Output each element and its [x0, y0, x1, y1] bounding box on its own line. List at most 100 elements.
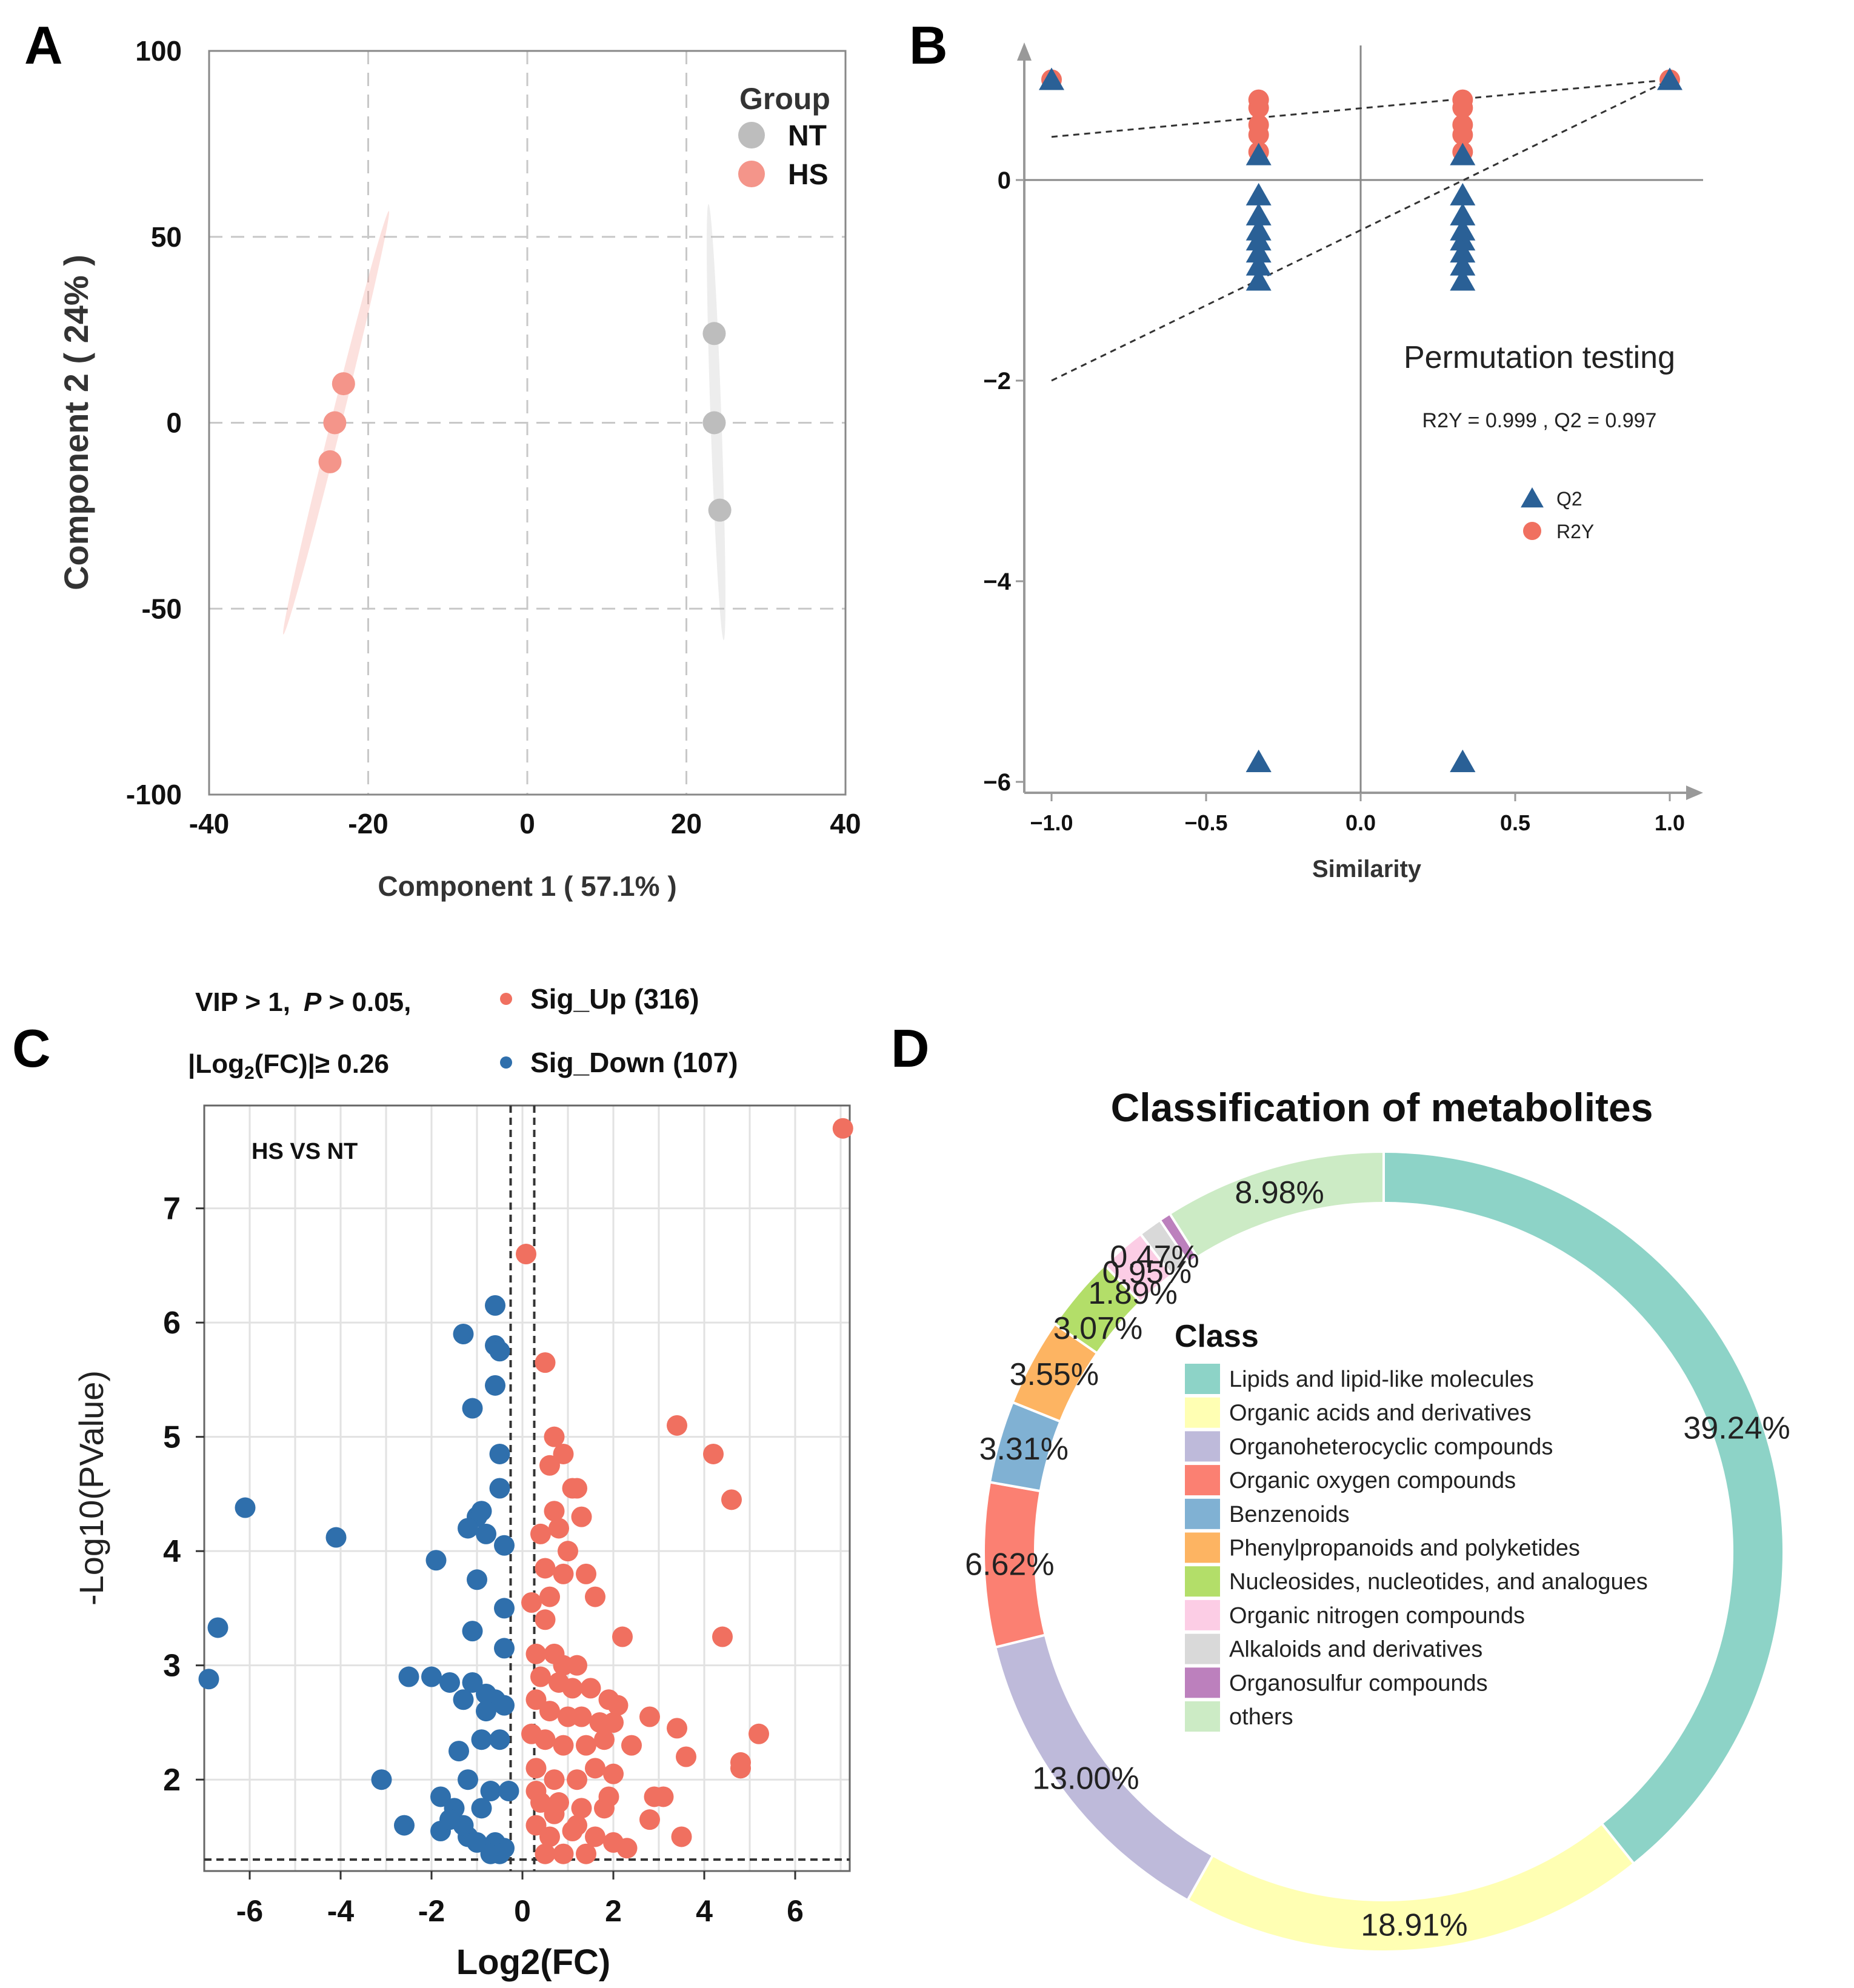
- panel-c-point-down: [489, 1843, 510, 1864]
- panel-d-value-label-8: 1.89%: [1088, 1276, 1177, 1311]
- panel-c-point-up: [553, 1443, 574, 1464]
- panel-c-point-up: [576, 1735, 596, 1756]
- panel-b-point-q2: [1245, 142, 1272, 165]
- panel-d-value-label-2: 18.91%: [1361, 1907, 1467, 1943]
- panel-b-x-axis-title: Similarity: [1312, 856, 1422, 882]
- panel-c-point-up: [576, 1563, 596, 1584]
- panel-a-point-nt: [708, 498, 732, 522]
- panel-c-point-up: [612, 1626, 633, 1647]
- panel-a-x-tick: -40: [189, 808, 229, 839]
- panel-c-point-up: [516, 1244, 536, 1265]
- panel-d-legend-swatch-5: [1185, 1498, 1220, 1529]
- panel-c-x-tick: -2: [418, 1894, 445, 1928]
- panel-d-value-label-10: 0.47%: [1110, 1239, 1199, 1275]
- panel-c-point-up: [603, 1763, 624, 1784]
- panel-c-point-up: [544, 1769, 565, 1790]
- panel-c-point-up: [544, 1803, 565, 1824]
- panel-d-legend-swatch-10: [1185, 1667, 1220, 1698]
- panel-b-point-q2: [1245, 253, 1272, 276]
- panel-a-y-axis-title: Component 2 ( 24% ): [57, 255, 95, 590]
- panel-a-points: [318, 322, 732, 522]
- panel-c-point-down: [398, 1666, 419, 1687]
- panel-c-point-down: [462, 1398, 483, 1419]
- panel-c-point-down: [439, 1809, 460, 1830]
- panel-c-point-up: [667, 1415, 687, 1436]
- panel-b-point-q2: [1450, 228, 1476, 251]
- panel-c-point-up: [539, 1455, 560, 1476]
- panel-c-point-up: [603, 1712, 624, 1733]
- panel-a-tick-labels: -40 -20 0 20 40 100 50 0 -50 -100: [126, 35, 861, 839]
- panel-b-regression-lines: [1051, 79, 1670, 382]
- panel-d-value-label-9: 0.95%: [1102, 1255, 1192, 1290]
- panel-c-point-up: [525, 1815, 547, 1836]
- panel-d-slice-1: [1382, 1150, 1786, 1866]
- panel-label-a: A: [24, 15, 63, 75]
- panel-d-legend-swatch-2: [1185, 1397, 1220, 1428]
- panel-c-legend-label-up: Sig_Up (316): [530, 983, 699, 1015]
- panel-b-point-q2: [1450, 253, 1476, 276]
- panel-b-point-q2: [1450, 142, 1476, 165]
- panel-d-value-label-5: 3.31%: [979, 1432, 1069, 1467]
- panel-c-x-axis-title: Log2(FC): [456, 1943, 611, 1982]
- panel-c-legend-label-down: Sig_Down (107): [530, 1047, 738, 1078]
- panel-a-y-tick: 100: [135, 35, 182, 67]
- panel-c-point-up: [553, 1735, 574, 1756]
- panel-c-point-up: [535, 1843, 556, 1864]
- panel-b-y-tick: −2: [983, 368, 1011, 395]
- panel-a-pca-plot: -40 -20 0 20 40 100 50 0 -50 -100 Component 1 ( 5…: [57, 35, 861, 902]
- panel-b-point-r2y: [1248, 97, 1269, 118]
- panel-a-y-tick: 0: [166, 407, 182, 439]
- panel-c-point-up: [576, 1843, 596, 1864]
- panel-c-point-up: [553, 1563, 574, 1584]
- panel-c-point-down: [489, 1478, 510, 1499]
- panel-a-point-hs: [323, 411, 347, 435]
- panel-c-legend: Sig_Up (316) Sig_Down (107): [500, 983, 738, 1078]
- panel-c-point-up: [749, 1723, 769, 1744]
- panel-c-point-down: [198, 1669, 219, 1690]
- panel-c-point-down: [494, 1638, 515, 1659]
- panel-c-point-up: [616, 1838, 638, 1859]
- panel-b-x-tick: 0.0: [1345, 810, 1376, 835]
- panel-d-legend-label-11: others: [1229, 1704, 1293, 1730]
- panel-c-point-down: [476, 1701, 496, 1722]
- panel-c-point-down: [453, 1324, 474, 1345]
- panel-b-point-q2: [1039, 67, 1064, 90]
- panel-a-y-tick: 50: [151, 221, 182, 253]
- panel-a-legend-label-nt: NT: [788, 120, 827, 152]
- panel-a-point-nt: [702, 322, 726, 345]
- panel-c-point-down: [498, 1781, 519, 1802]
- panel-c-x-tick: -4: [327, 1894, 355, 1928]
- panel-b-points: [1039, 67, 1682, 772]
- panel-c-point-down: [430, 1786, 451, 1807]
- panel-c-point-up: [653, 1786, 674, 1807]
- panel-d-legend-swatch-3: [1185, 1431, 1220, 1462]
- panel-d-value-label-7: 3.07%: [1053, 1311, 1142, 1346]
- panel-a-legend: Group NT HS: [738, 82, 830, 191]
- panel-c-thresholds: [204, 1106, 850, 1871]
- panel-label-d: D: [891, 1018, 930, 1078]
- panel-d-value-label-4: 6.62%: [965, 1547, 1054, 1583]
- panel-d-legend-swatch-7: [1185, 1566, 1220, 1597]
- panel-c-point-down: [489, 1341, 510, 1362]
- panel-a-gridlines: [209, 51, 845, 795]
- panel-c-y-tick: 2: [163, 1763, 181, 1798]
- panel-d-legend-swatch-9: [1185, 1633, 1220, 1664]
- panel-c-point-up: [525, 1643, 547, 1664]
- panel-a-plot-frame: [208, 50, 847, 796]
- panel-c-point-up: [639, 1809, 660, 1830]
- panel-c-point-down: [458, 1769, 478, 1790]
- panel-d-value-labels: 39.24% 18.91% 13.00% 6.62% 3.31% 3.55% 3.07%1.…: [965, 1175, 1790, 1943]
- panel-b-point-q2: [1245, 240, 1272, 263]
- panel-c-point-down: [467, 1832, 487, 1853]
- panel-b-stats: R2Y = 0.999 , Q2 = 0.997: [1422, 409, 1657, 432]
- panel-d-slice-11: [1168, 1150, 1385, 1259]
- panel-c-x-tick: 6: [787, 1894, 804, 1928]
- panel-d-legend-title: Class: [1175, 1319, 1259, 1354]
- panel-b-regression-line-q2: [1051, 79, 1670, 382]
- panel-c-subtitle: HS VS NT: [252, 1139, 358, 1164]
- panel-c-point-up: [585, 1826, 605, 1847]
- panel-c-point-down: [467, 1569, 487, 1590]
- panel-a-point-nt: [702, 411, 726, 435]
- panel-b-y-tick: −4: [983, 569, 1011, 595]
- panel-d-donut: [982, 1150, 1786, 1953]
